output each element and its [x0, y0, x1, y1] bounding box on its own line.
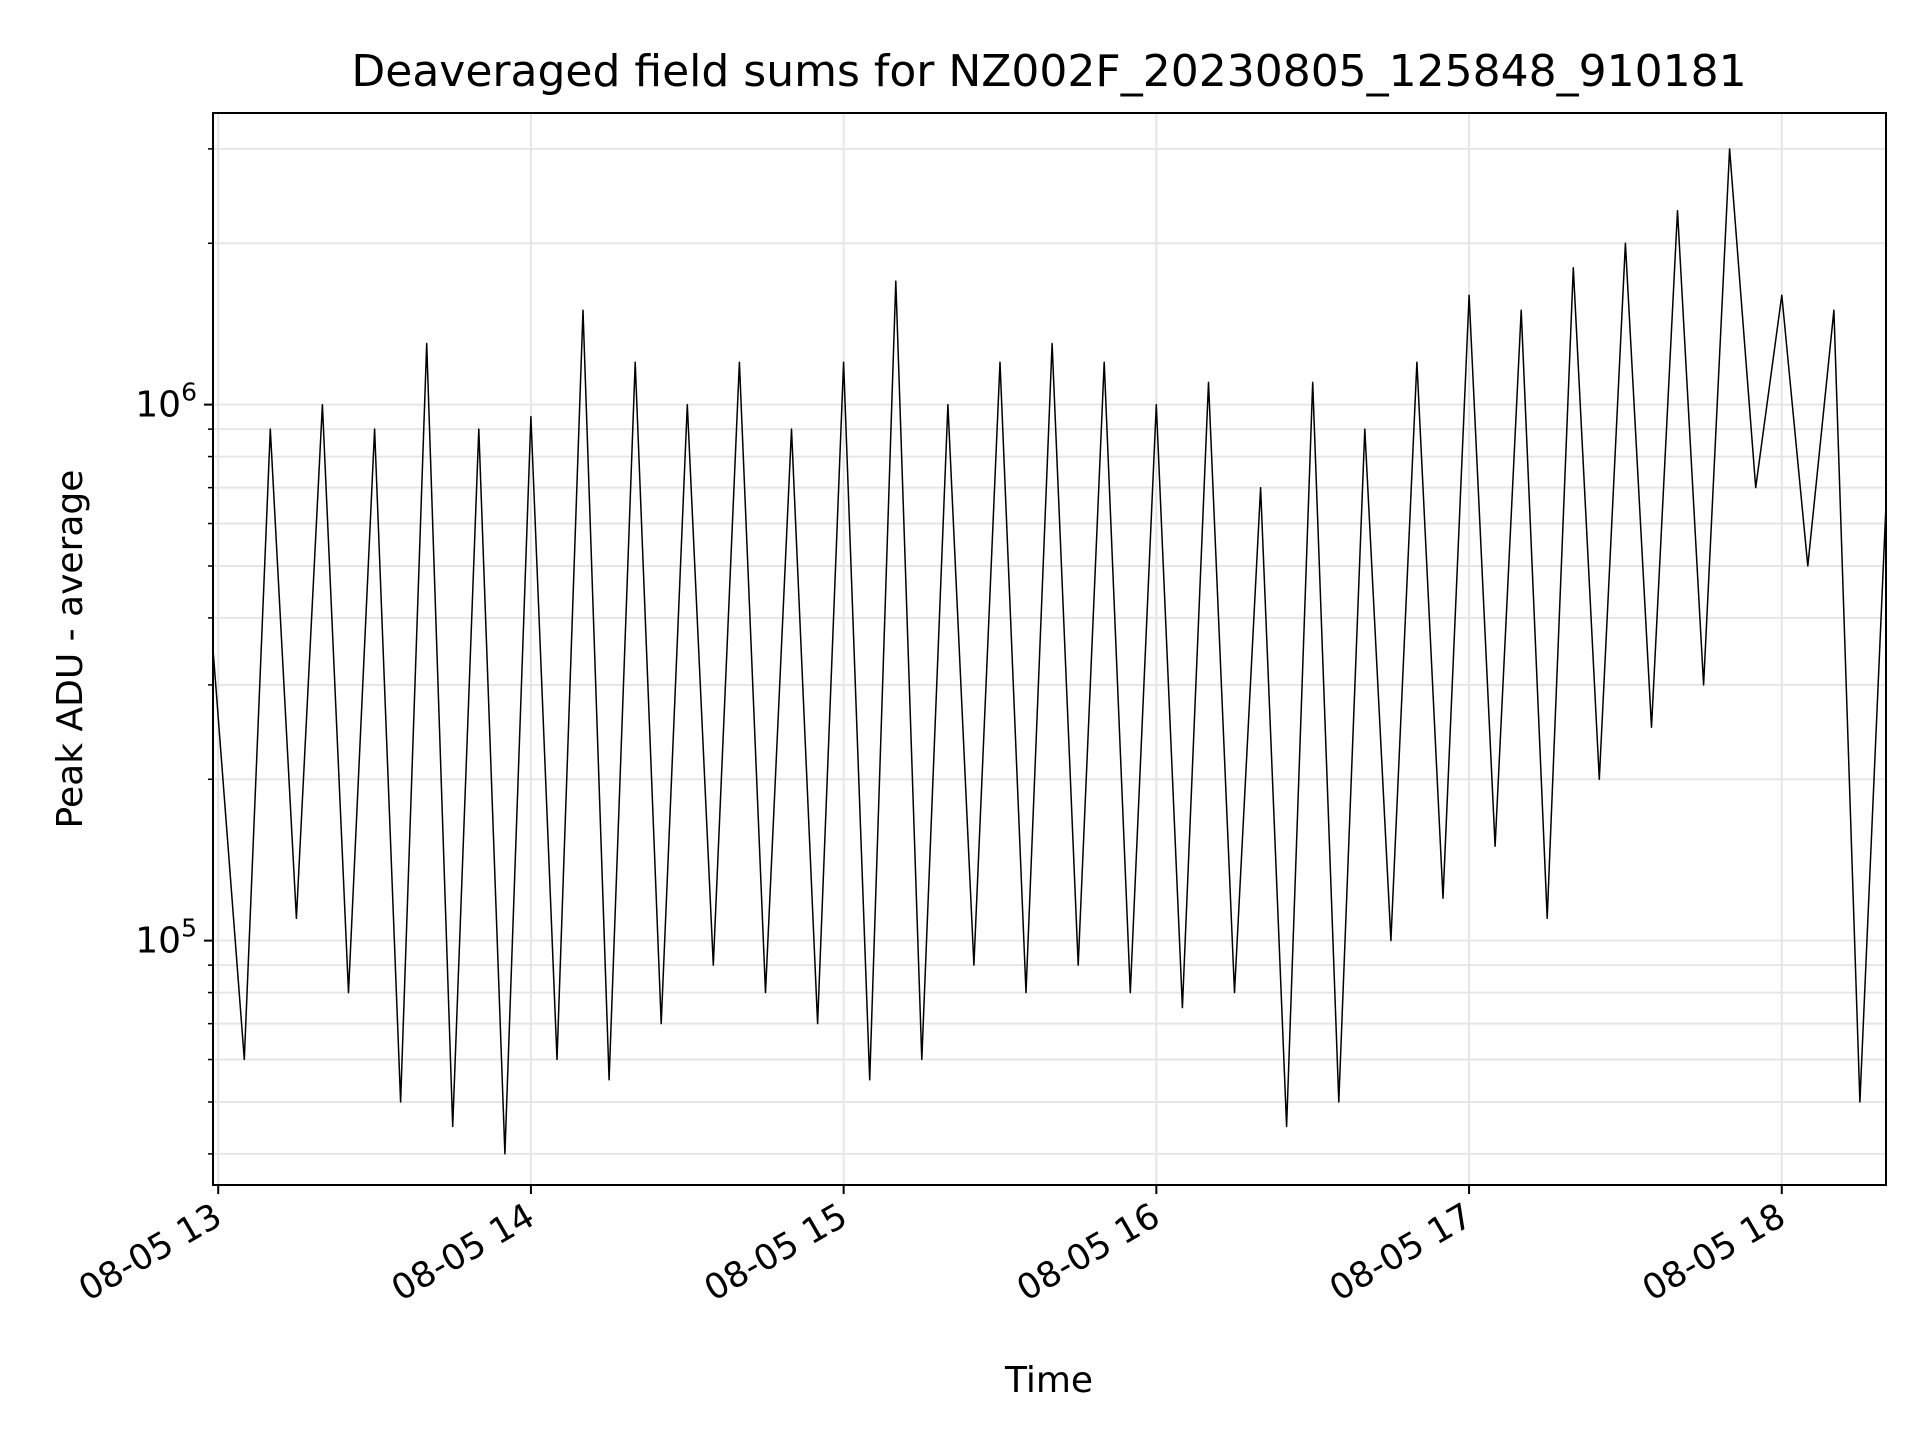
series-layer — [212, 148, 1887, 1155]
y-tick-label-base: 10 — [135, 921, 181, 962]
x-axis-label: Time — [1004, 1360, 1093, 1401]
grid — [213, 113, 1886, 1185]
y-tick-label-exponent: 6 — [181, 378, 197, 407]
y-tick-label: 105 — [135, 914, 197, 962]
series-line — [212, 148, 1887, 1155]
y-tick-label: 106 — [135, 378, 197, 426]
y-axis-label: Peak ADU - average — [50, 470, 91, 829]
axes-frame — [212, 112, 1887, 1186]
chart-title: Deaveraged field sums for NZ002F_2023080… — [351, 46, 1746, 97]
y-tick-label-exponent: 5 — [181, 914, 197, 943]
y-tick-label-base: 10 — [135, 385, 181, 426]
